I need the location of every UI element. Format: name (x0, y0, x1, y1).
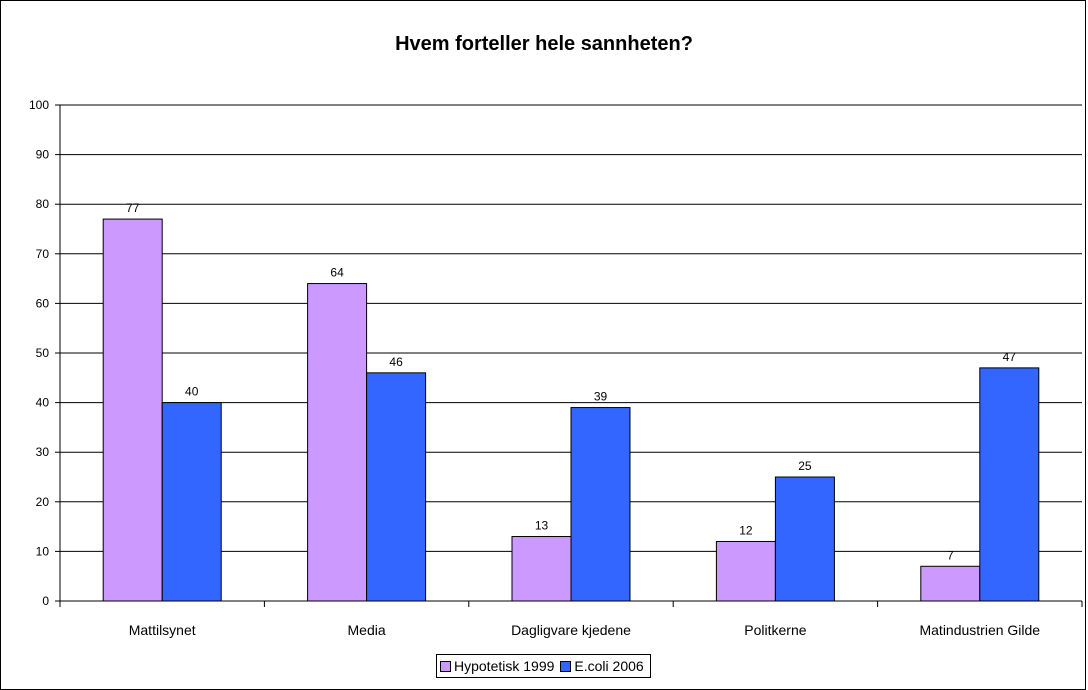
y-tick-label: 20 (36, 495, 50, 509)
data-label: 7 (947, 548, 954, 562)
labels: 0 10 20 30 40 50 60 70 80 90 100 77 40 Mattilsynet 64 4… (29, 98, 1040, 638)
data-label: 39 (594, 390, 608, 404)
y-tick-label: 100 (29, 98, 49, 112)
axes (55, 104, 1083, 607)
bar-series-1 (102, 218, 163, 602)
y-tick-label: 80 (36, 197, 50, 211)
bar-series-2 (774, 476, 835, 602)
y-tick-label: 40 (36, 396, 50, 410)
data-label: 40 (185, 385, 199, 399)
data-label: 46 (389, 355, 403, 369)
legend-label-series-1: Hypotetisk 1999 (454, 658, 555, 674)
bar-chart: 0 10 20 30 40 50 60 70 80 90 100 77 40 Mattilsynet 64 4… (29, 98, 1083, 638)
bar-series-2 (161, 402, 222, 602)
data-label: 64 (330, 266, 344, 280)
x-category-label: Dagligvare kjedene (511, 622, 631, 638)
legend-label-series-2: E.coli 2006 (574, 658, 644, 674)
bar-series-1 (715, 540, 776, 602)
y-tick-label: 0 (42, 594, 49, 608)
y-tick-label: 50 (36, 346, 50, 360)
data-label: 47 (1003, 350, 1017, 364)
legend-item-series-2: E.coli 2006 (560, 658, 644, 674)
x-category-label: Media (348, 622, 386, 638)
legend-swatch-series-2 (560, 660, 572, 672)
x-category-label: Politkerne (744, 622, 806, 638)
data-label: 25 (798, 459, 812, 473)
legend: Hypotetisk 1999 E.coli 2006 (436, 654, 651, 678)
data-label: 12 (739, 523, 753, 537)
data-label: 13 (535, 519, 549, 533)
y-tick-label: 90 (36, 148, 50, 162)
y-tick-label: 60 (36, 296, 50, 310)
y-tick-label: 10 (36, 544, 50, 558)
chart-title: Hvem forteller hele sannheten? (395, 33, 693, 55)
bar-series-2 (366, 372, 427, 602)
y-tick-label: 30 (36, 445, 50, 459)
bar-series-1 (511, 536, 572, 602)
data-label: 77 (126, 201, 140, 215)
x-category-label: Mattilsynet (129, 622, 196, 638)
x-category-label: Matindustrien Gilde (919, 622, 1040, 638)
y-tick-label: 70 (36, 247, 50, 261)
legend-item-series-1: Hypotetisk 1999 (440, 658, 554, 674)
bar-series-2 (570, 407, 631, 602)
bars (102, 218, 1040, 602)
legend-swatch-series-1 (440, 660, 451, 672)
bar-series-1 (307, 283, 368, 602)
bar-series-1 (920, 565, 981, 602)
bar-series-2 (979, 367, 1040, 602)
